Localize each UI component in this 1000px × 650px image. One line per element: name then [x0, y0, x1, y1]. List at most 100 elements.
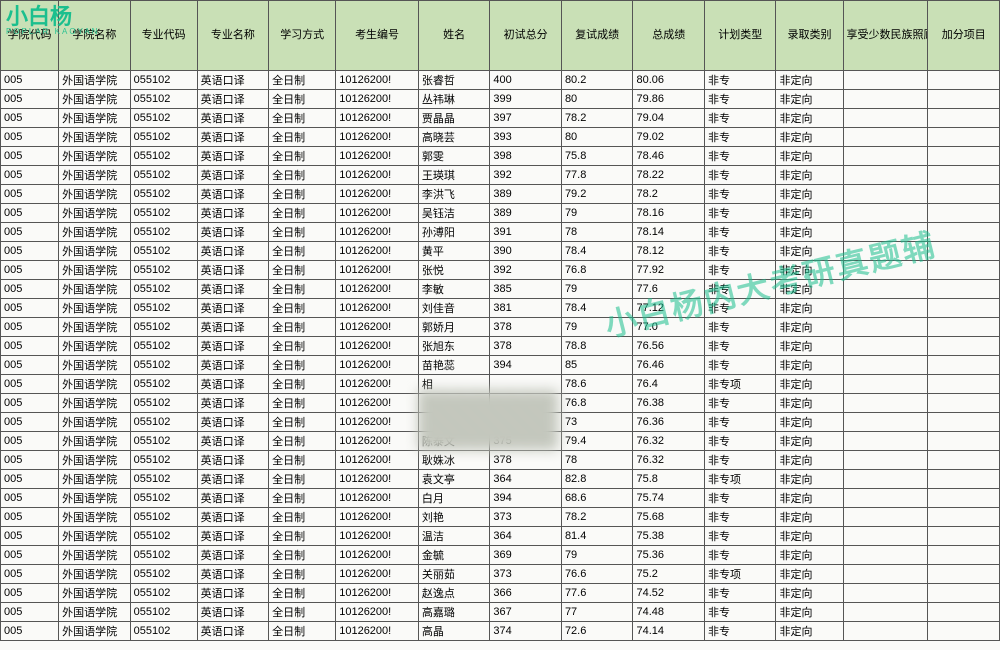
cell-r25-c11: 非定向	[776, 546, 843, 565]
cell-r9-c11: 非定向	[776, 242, 843, 261]
cell-r26-c7: 373	[490, 565, 562, 584]
cell-r0-c7: 400	[490, 71, 562, 90]
cell-r19-c2: 055102	[130, 432, 197, 451]
cell-r9-c2: 055102	[130, 242, 197, 261]
cell-r22-c10: 非专	[704, 489, 776, 508]
cell-r18-c1: 外国语学院	[59, 413, 131, 432]
cell-r24-c0: 005	[1, 527, 59, 546]
cell-r17-c6	[418, 394, 490, 413]
cell-r6-c0: 005	[1, 185, 59, 204]
cell-r10-c13	[928, 261, 1000, 280]
cell-r5-c5: 10126200!	[336, 166, 419, 185]
cell-r23-c13	[928, 508, 1000, 527]
cell-r4-c1: 外国语学院	[59, 147, 131, 166]
cell-r16-c9: 76.4	[633, 375, 705, 394]
cell-r17-c1: 外国语学院	[59, 394, 131, 413]
cell-r0-c4: 全日制	[269, 71, 336, 90]
cell-r4-c4: 全日制	[269, 147, 336, 166]
cell-r21-c0: 005	[1, 470, 59, 489]
cell-r29-c7: 374	[490, 622, 562, 641]
cell-r4-c11: 非定向	[776, 147, 843, 166]
cell-r2-c5: 10126200!	[336, 109, 419, 128]
cell-r15-c6: 苗艳蕊	[418, 356, 490, 375]
cell-r10-c12	[843, 261, 928, 280]
cell-r28-c9: 74.48	[633, 603, 705, 622]
cell-r6-c11: 非定向	[776, 185, 843, 204]
cell-r7-c10: 非专	[704, 204, 776, 223]
cell-r2-c7: 397	[490, 109, 562, 128]
col-header-12: 享受少数民族照顾政策	[843, 1, 928, 71]
cell-r2-c8: 78.2	[561, 109, 633, 128]
cell-r6-c6: 李洪飞	[418, 185, 490, 204]
cell-r5-c9: 78.22	[633, 166, 705, 185]
cell-r8-c9: 78.14	[633, 223, 705, 242]
cell-r6-c5: 10126200!	[336, 185, 419, 204]
table-body: 005外国语学院055102英语口译全日制10126200!张睿哲40080.2…	[1, 71, 1000, 641]
cell-r21-c13	[928, 470, 1000, 489]
cell-r23-c7: 373	[490, 508, 562, 527]
cell-r2-c2: 055102	[130, 109, 197, 128]
cell-r12-c13	[928, 299, 1000, 318]
cell-r23-c5: 10126200!	[336, 508, 419, 527]
cell-r22-c0: 005	[1, 489, 59, 508]
cell-r18-c3: 英语口译	[197, 413, 269, 432]
cell-r15-c4: 全日制	[269, 356, 336, 375]
cell-r26-c12	[843, 565, 928, 584]
cell-r1-c7: 399	[490, 90, 562, 109]
cell-r10-c10: 非专	[704, 261, 776, 280]
cell-r29-c0: 005	[1, 622, 59, 641]
cell-r18-c2: 055102	[130, 413, 197, 432]
cell-r24-c7: 364	[490, 527, 562, 546]
cell-r19-c1: 外国语学院	[59, 432, 131, 451]
cell-r1-c10: 非专	[704, 90, 776, 109]
cell-r27-c5: 10126200!	[336, 584, 419, 603]
cell-r21-c11: 非定向	[776, 470, 843, 489]
cell-r25-c9: 75.36	[633, 546, 705, 565]
cell-r21-c7: 364	[490, 470, 562, 489]
cell-r14-c2: 055102	[130, 337, 197, 356]
cell-r12-c12	[843, 299, 928, 318]
cell-r3-c3: 英语口译	[197, 128, 269, 147]
cell-r7-c13	[928, 204, 1000, 223]
cell-r7-c3: 英语口译	[197, 204, 269, 223]
cell-r6-c3: 英语口译	[197, 185, 269, 204]
cell-r13-c7: 378	[490, 318, 562, 337]
cell-r16-c3: 英语口译	[197, 375, 269, 394]
cell-r3-c7: 393	[490, 128, 562, 147]
cell-r20-c6: 耿姝冰	[418, 451, 490, 470]
cell-r19-c8: 79.4	[561, 432, 633, 451]
cell-r29-c1: 外国语学院	[59, 622, 131, 641]
cell-r0-c2: 055102	[130, 71, 197, 90]
cell-r28-c10: 非专	[704, 603, 776, 622]
cell-r27-c11: 非定向	[776, 584, 843, 603]
cell-r9-c8: 78.4	[561, 242, 633, 261]
cell-r18-c12	[843, 413, 928, 432]
cell-r1-c12	[843, 90, 928, 109]
cell-r11-c1: 外国语学院	[59, 280, 131, 299]
cell-r14-c4: 全日制	[269, 337, 336, 356]
cell-r0-c3: 英语口译	[197, 71, 269, 90]
cell-r22-c12	[843, 489, 928, 508]
cell-r5-c8: 77.8	[561, 166, 633, 185]
cell-r3-c0: 005	[1, 128, 59, 147]
cell-r10-c1: 外国语学院	[59, 261, 131, 280]
cell-r3-c10: 非专	[704, 128, 776, 147]
table-row: 005外国语学院055102英语口译全日制10126200!刘艳37378.27…	[1, 508, 1000, 527]
cell-r29-c11: 非定向	[776, 622, 843, 641]
cell-r13-c4: 全日制	[269, 318, 336, 337]
cell-r8-c4: 全日制	[269, 223, 336, 242]
cell-r17-c3: 英语口译	[197, 394, 269, 413]
table-row: 005外国语学院055102英语口译全日制10126200!3897376.36…	[1, 413, 1000, 432]
cell-r1-c3: 英语口译	[197, 90, 269, 109]
cell-r8-c0: 005	[1, 223, 59, 242]
cell-r3-c1: 外国语学院	[59, 128, 131, 147]
cell-r14-c8: 78.8	[561, 337, 633, 356]
cell-r4-c0: 005	[1, 147, 59, 166]
cell-r13-c11: 非定向	[776, 318, 843, 337]
cell-r27-c12	[843, 584, 928, 603]
cell-r7-c11: 非定向	[776, 204, 843, 223]
cell-r9-c5: 10126200!	[336, 242, 419, 261]
col-header-4: 学习方式	[269, 1, 336, 71]
cell-r26-c9: 75.2	[633, 565, 705, 584]
cell-r21-c9: 75.8	[633, 470, 705, 489]
